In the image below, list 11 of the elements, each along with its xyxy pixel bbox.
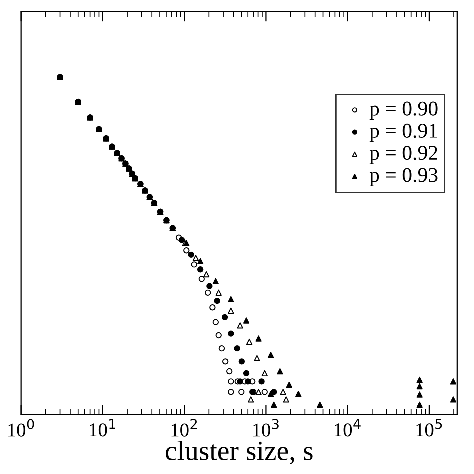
x-tick-label: 10$^{2}$ bbox=[172, 419, 198, 437]
x-tick-label: 10$^{4}$ bbox=[335, 419, 361, 437]
legend-label: p = 0.93 bbox=[370, 168, 438, 186]
x-tick-label: 10$^{1}$ bbox=[90, 419, 116, 437]
x-axis-title: cluster size, s bbox=[166, 440, 313, 465]
legend-label: p = 0.90 bbox=[370, 102, 438, 120]
legend-label: p = 0.92 bbox=[370, 146, 438, 164]
x-tick-label: 10$^{0}$ bbox=[8, 419, 34, 437]
x-tick-label: 10$^{5}$ bbox=[416, 419, 442, 437]
x-tick-label: 10$^{3}$ bbox=[253, 419, 279, 437]
legend-label: p = 0.91 bbox=[370, 124, 438, 142]
